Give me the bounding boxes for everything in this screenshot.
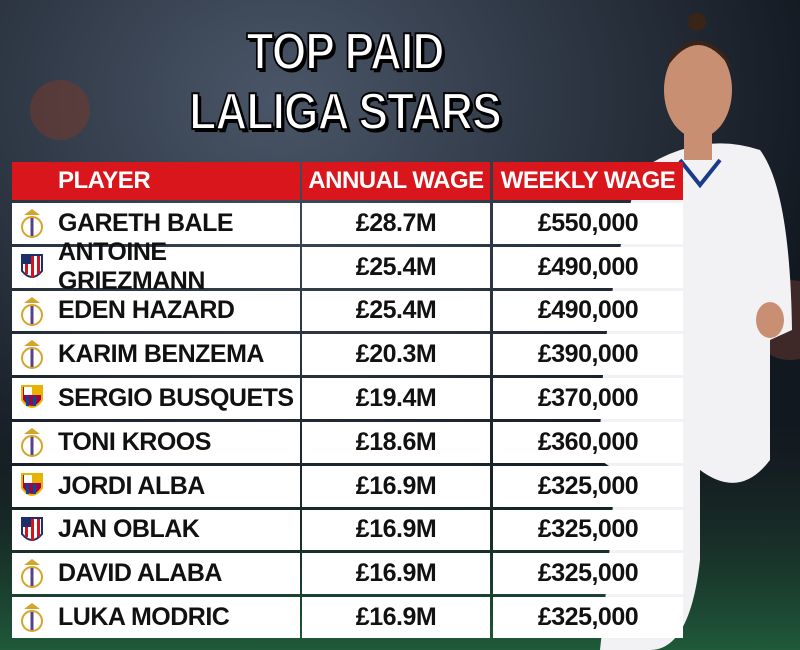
wage: £490,000 [493,246,683,288]
wage: £16.9M [302,465,490,507]
player-name: EDEN HAZARD [12,290,300,332]
club-crest [21,296,43,326]
club-crest [21,603,43,633]
column-header: ANNUAL WAGE [302,162,490,200]
club-crest [21,559,43,589]
wage: £16.9M [302,553,490,595]
player-name: LUKA MODRIC [12,597,300,638]
title: TOP PAID [246,22,446,82]
club-crest [21,209,43,238]
wage: £16.9M [302,597,490,638]
player-name: JORDI ALBA [12,465,300,507]
player-name: SERGIO BUSQUETS [12,378,300,419]
wage: £325,000 [493,509,683,551]
wage: £18.6M [302,422,490,463]
wage: £325,000 [493,465,683,507]
club-crest [21,472,43,496]
club-crest [21,340,43,370]
wage: £20.3M [302,334,490,376]
title: LALIGA STARS [188,82,502,142]
club-crest [21,253,43,278]
wage: £25.4M [302,290,490,332]
wage: £370,000 [493,378,683,419]
wage: £16.9M [302,509,490,551]
player-name: KARIM BENZEMA [12,334,300,376]
wage: £490,000 [493,290,683,332]
player-name: ANTOINE GRIEZMANN [12,238,300,295]
club-crest [21,428,43,457]
wage: £390,000 [493,334,683,376]
wage: £325,000 [493,553,683,595]
wage: £360,000 [493,422,683,463]
column-header: PLAYER [12,162,300,200]
wage: £325,000 [493,597,683,638]
player-name: GARETH BALE [12,203,300,244]
wage: £25.4M [302,246,490,288]
club-crest [21,385,43,409]
player-name: DAVID ALABA [12,553,300,595]
wage: £19.4M [302,378,490,419]
wage: £550,000 [493,203,683,244]
player-name: JAN OBLAK [12,509,300,551]
column-header: WEEKLY WAGE [493,162,683,200]
wage: £28.7M [302,203,490,244]
club-crest [21,516,43,541]
player-name: TONI KROOS [12,422,300,463]
